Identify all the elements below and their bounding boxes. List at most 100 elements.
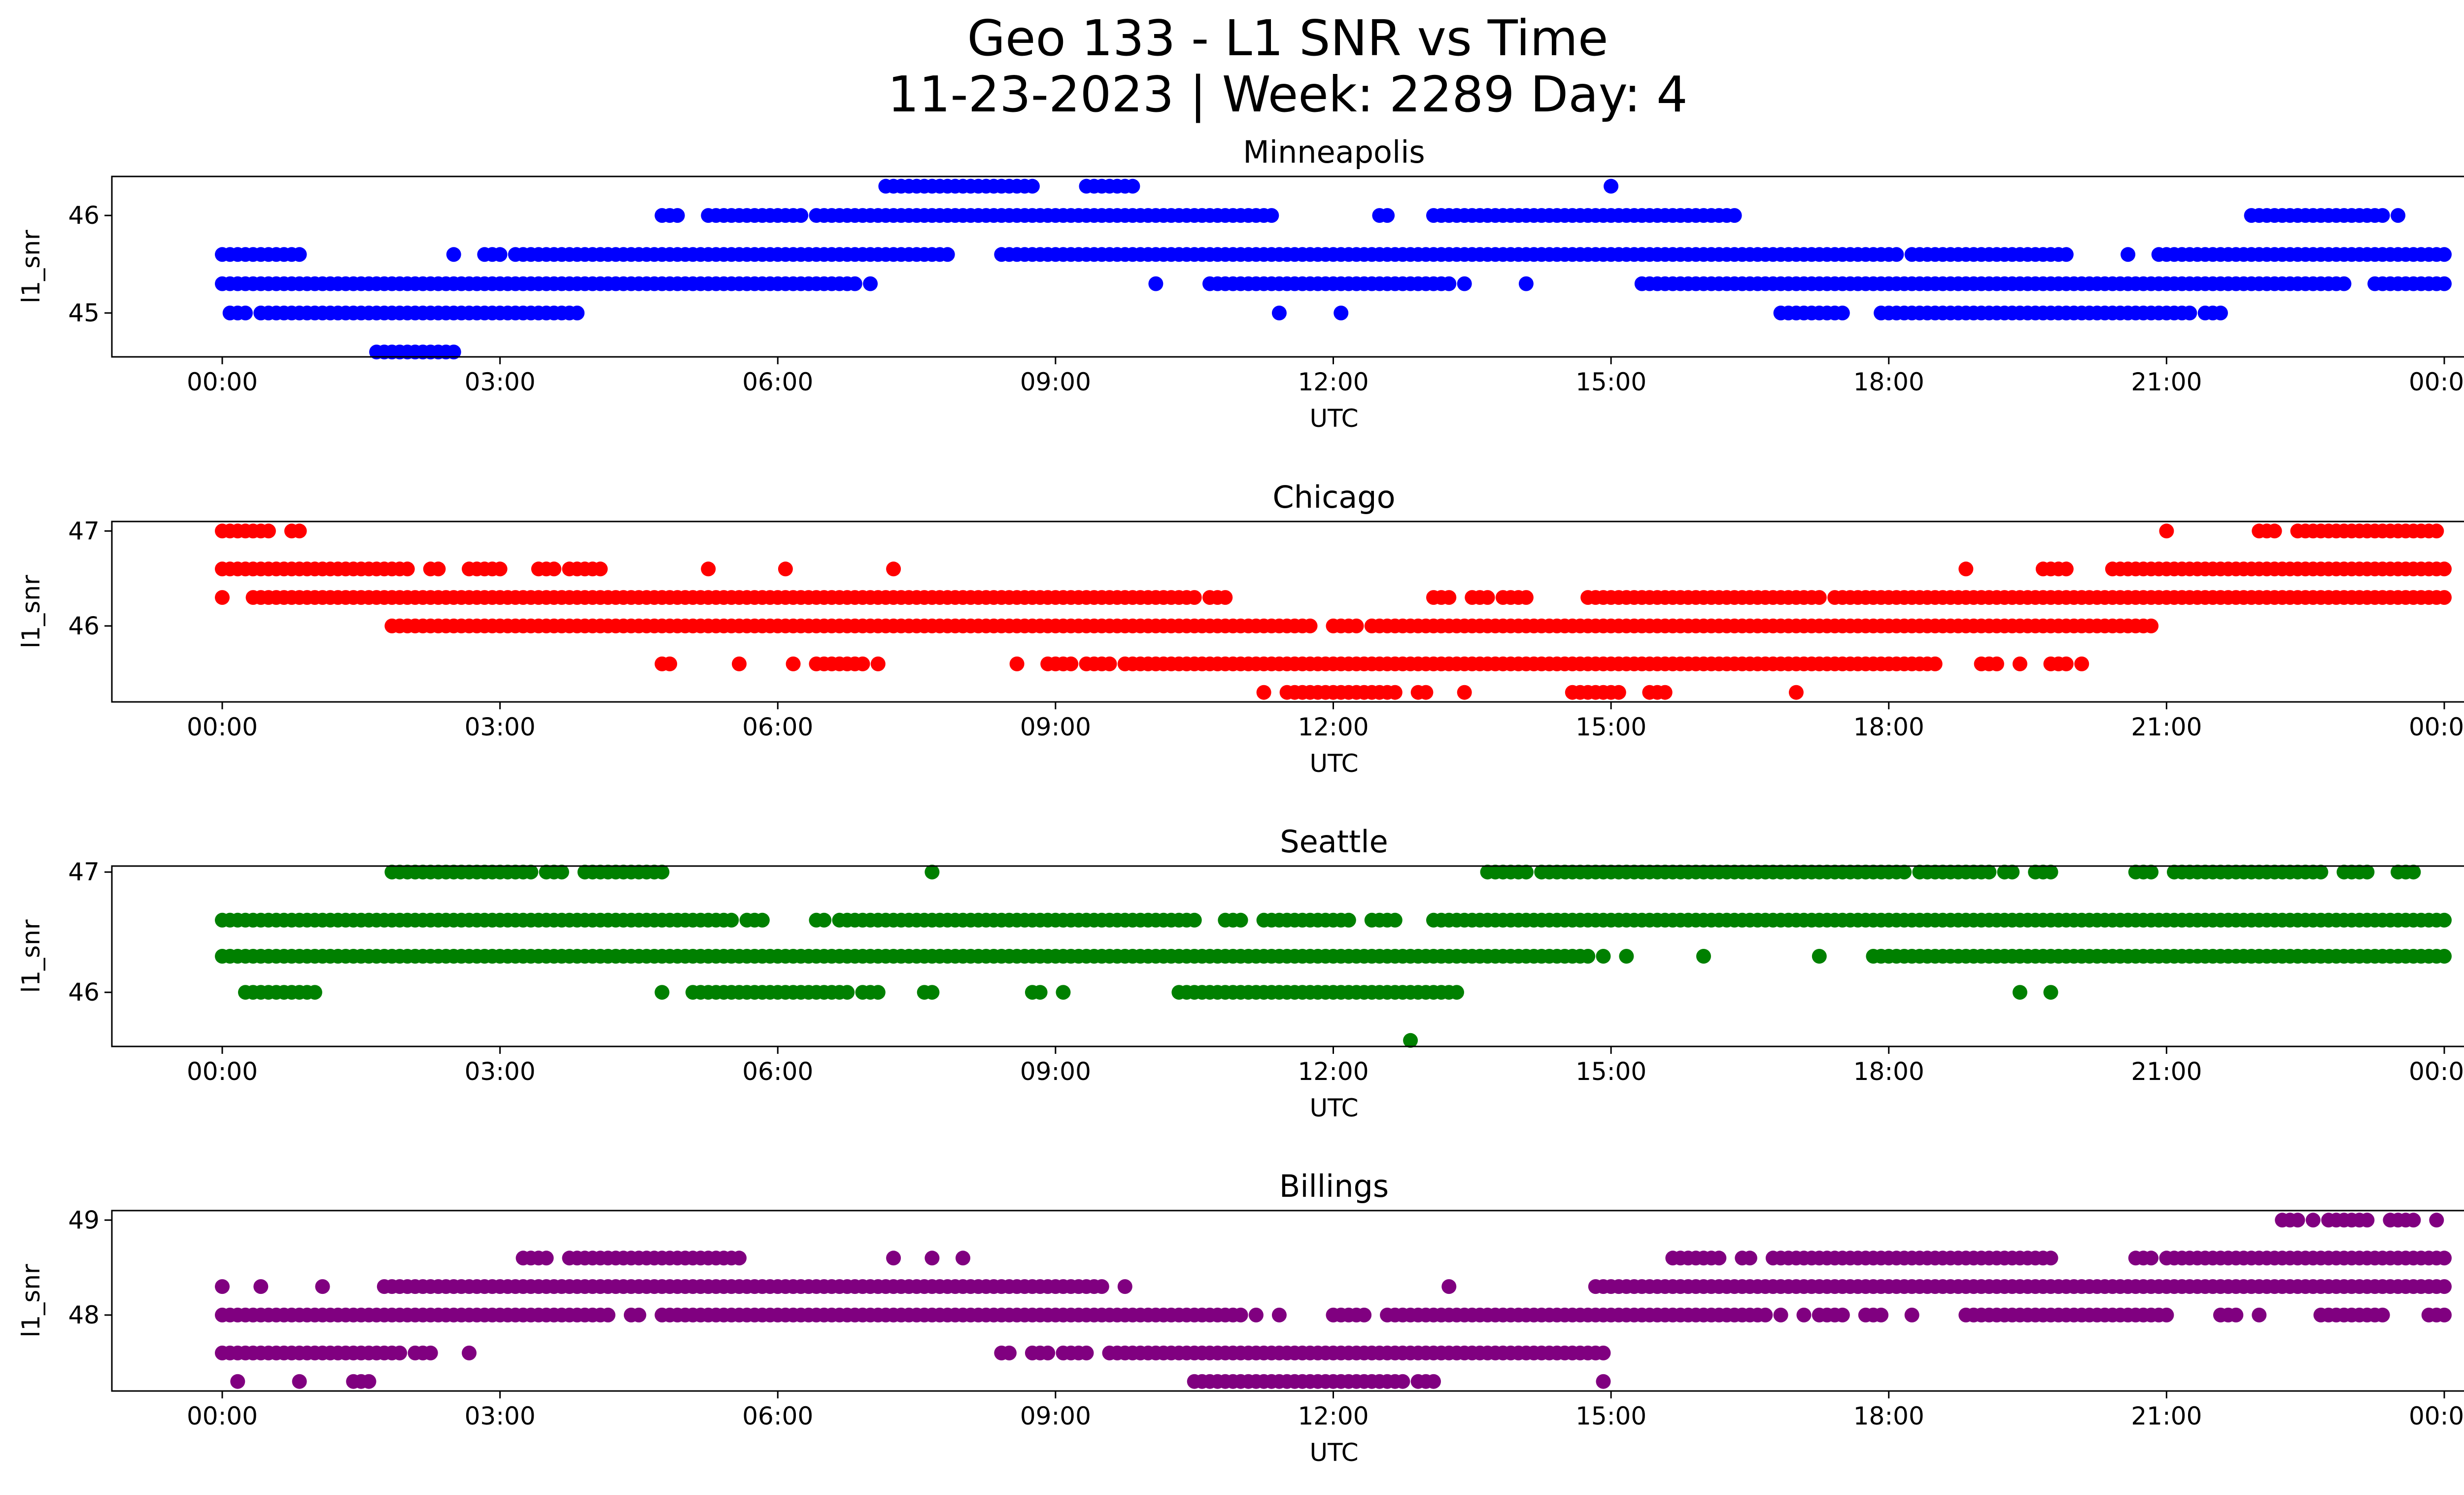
y-axis-label: l1_snr — [17, 230, 45, 303]
x-tick-label: 09:00 — [1020, 1057, 1091, 1086]
data-point — [1248, 1307, 1264, 1322]
data-point — [2360, 1213, 2375, 1228]
data-point — [1233, 1307, 1248, 1322]
data-point — [786, 656, 801, 671]
data-point — [446, 345, 461, 360]
x-tick-label: 06:00 — [742, 368, 813, 396]
data-point — [1742, 1251, 1757, 1266]
data-point — [2437, 1251, 2452, 1266]
data-point — [1271, 306, 1287, 320]
data-point — [1596, 1345, 1611, 1360]
x-tick-label: 06:00 — [742, 1402, 813, 1430]
data-point — [1596, 1374, 1611, 1389]
data-point — [2074, 656, 2089, 671]
data-point — [847, 276, 862, 291]
data-point — [2437, 1279, 2452, 1294]
x-axis-label: UTC — [1309, 1438, 1358, 1467]
x-axis-label: UTC — [1309, 749, 1358, 778]
data-point — [1596, 949, 1611, 964]
data-point — [2252, 1307, 2267, 1322]
data-point — [1897, 865, 1912, 880]
x-tick-label: 15:00 — [1575, 1057, 1646, 1086]
y-tick-label: 46 — [68, 612, 100, 640]
x-tick-label: 03:00 — [465, 368, 536, 396]
data-point — [2005, 865, 2020, 880]
x-tick-label: 15:00 — [1575, 713, 1646, 741]
data-point — [870, 985, 886, 1000]
data-point — [654, 985, 670, 1000]
y-axis-label: l1_snr — [17, 919, 45, 993]
data-point — [1094, 1279, 1109, 1294]
data-point — [2305, 1213, 2321, 1228]
data-point — [1302, 618, 1318, 633]
x-tick-label: 15:00 — [1575, 368, 1646, 396]
data-point — [1040, 1345, 1056, 1360]
data-point — [215, 590, 230, 605]
data-point — [1711, 1251, 1727, 1266]
y-tick-label: 46 — [68, 201, 100, 230]
data-point — [2213, 306, 2228, 320]
x-axis-label: UTC — [1309, 1094, 1358, 1122]
data-point — [2043, 1251, 2058, 1266]
x-axis-label: UTC — [1309, 404, 1358, 433]
data-point — [2058, 656, 2074, 671]
data-point — [2360, 865, 2375, 880]
data-point — [400, 561, 415, 577]
data-point — [1441, 276, 1457, 291]
data-point — [2406, 865, 2421, 880]
data-point — [1518, 590, 1534, 605]
y-tick-label: 47 — [68, 858, 100, 886]
data-point — [1387, 685, 1403, 700]
x-tick-label: 18:00 — [1853, 713, 1924, 741]
x-tick-label: 00:00 — [187, 1402, 258, 1430]
data-point — [539, 1251, 554, 1266]
data-point — [2043, 865, 2058, 880]
x-tick-label: 09:00 — [1020, 368, 1091, 396]
data-point — [1387, 912, 1403, 928]
data-point — [1187, 590, 1202, 605]
data-point — [1117, 1279, 1132, 1294]
x-tick-label: 12:00 — [1298, 1057, 1369, 1086]
data-point — [2437, 1307, 2452, 1322]
subplot-minneapolis: Minneapolis 00:00 03:00 06:00 09:00 12:00 15:0… — [17, 134, 2464, 433]
data-point — [215, 1279, 230, 1294]
data-points — [215, 865, 2452, 1048]
data-point — [446, 247, 461, 262]
data-point — [1102, 656, 1117, 671]
data-point — [1063, 656, 1079, 671]
x-tick-label: 21:00 — [2131, 368, 2202, 396]
data-point — [253, 1279, 269, 1294]
data-point — [1835, 306, 1850, 320]
x-tick-label: 18:00 — [1853, 1057, 1924, 1086]
subplot-title: Seattle — [1280, 824, 1388, 860]
data-point — [2437, 590, 2452, 605]
data-point — [593, 561, 608, 577]
data-point — [1056, 985, 1071, 1000]
data-point — [2159, 1307, 2174, 1322]
data-points — [215, 1213, 2452, 1389]
data-point — [2267, 523, 2282, 539]
data-point — [1380, 208, 1395, 223]
x-tick-label: 15:00 — [1575, 1402, 1646, 1430]
data-point — [1835, 1307, 1850, 1322]
data-point — [1796, 1307, 1812, 1322]
data-point — [1727, 208, 1742, 223]
x-tick-label: 06:00 — [742, 713, 813, 741]
data-point — [886, 1251, 901, 1266]
data-point — [2144, 618, 2159, 633]
data-point — [1349, 618, 1364, 633]
x-tick-label: 00:00 — [187, 368, 258, 396]
x-tick-label: 00:00 — [187, 1057, 258, 1086]
y-axis-label: l1_snr — [17, 575, 45, 648]
data-point — [1457, 276, 1472, 291]
data-point — [2121, 247, 2136, 262]
data-point — [423, 1345, 438, 1360]
data-point — [1812, 949, 1827, 964]
data-point — [754, 912, 770, 928]
data-point — [1441, 590, 1457, 605]
data-point — [1426, 1374, 1441, 1389]
data-point — [392, 1345, 408, 1360]
data-point — [2429, 523, 2444, 539]
subplot-title: Billings — [1279, 1168, 1389, 1204]
